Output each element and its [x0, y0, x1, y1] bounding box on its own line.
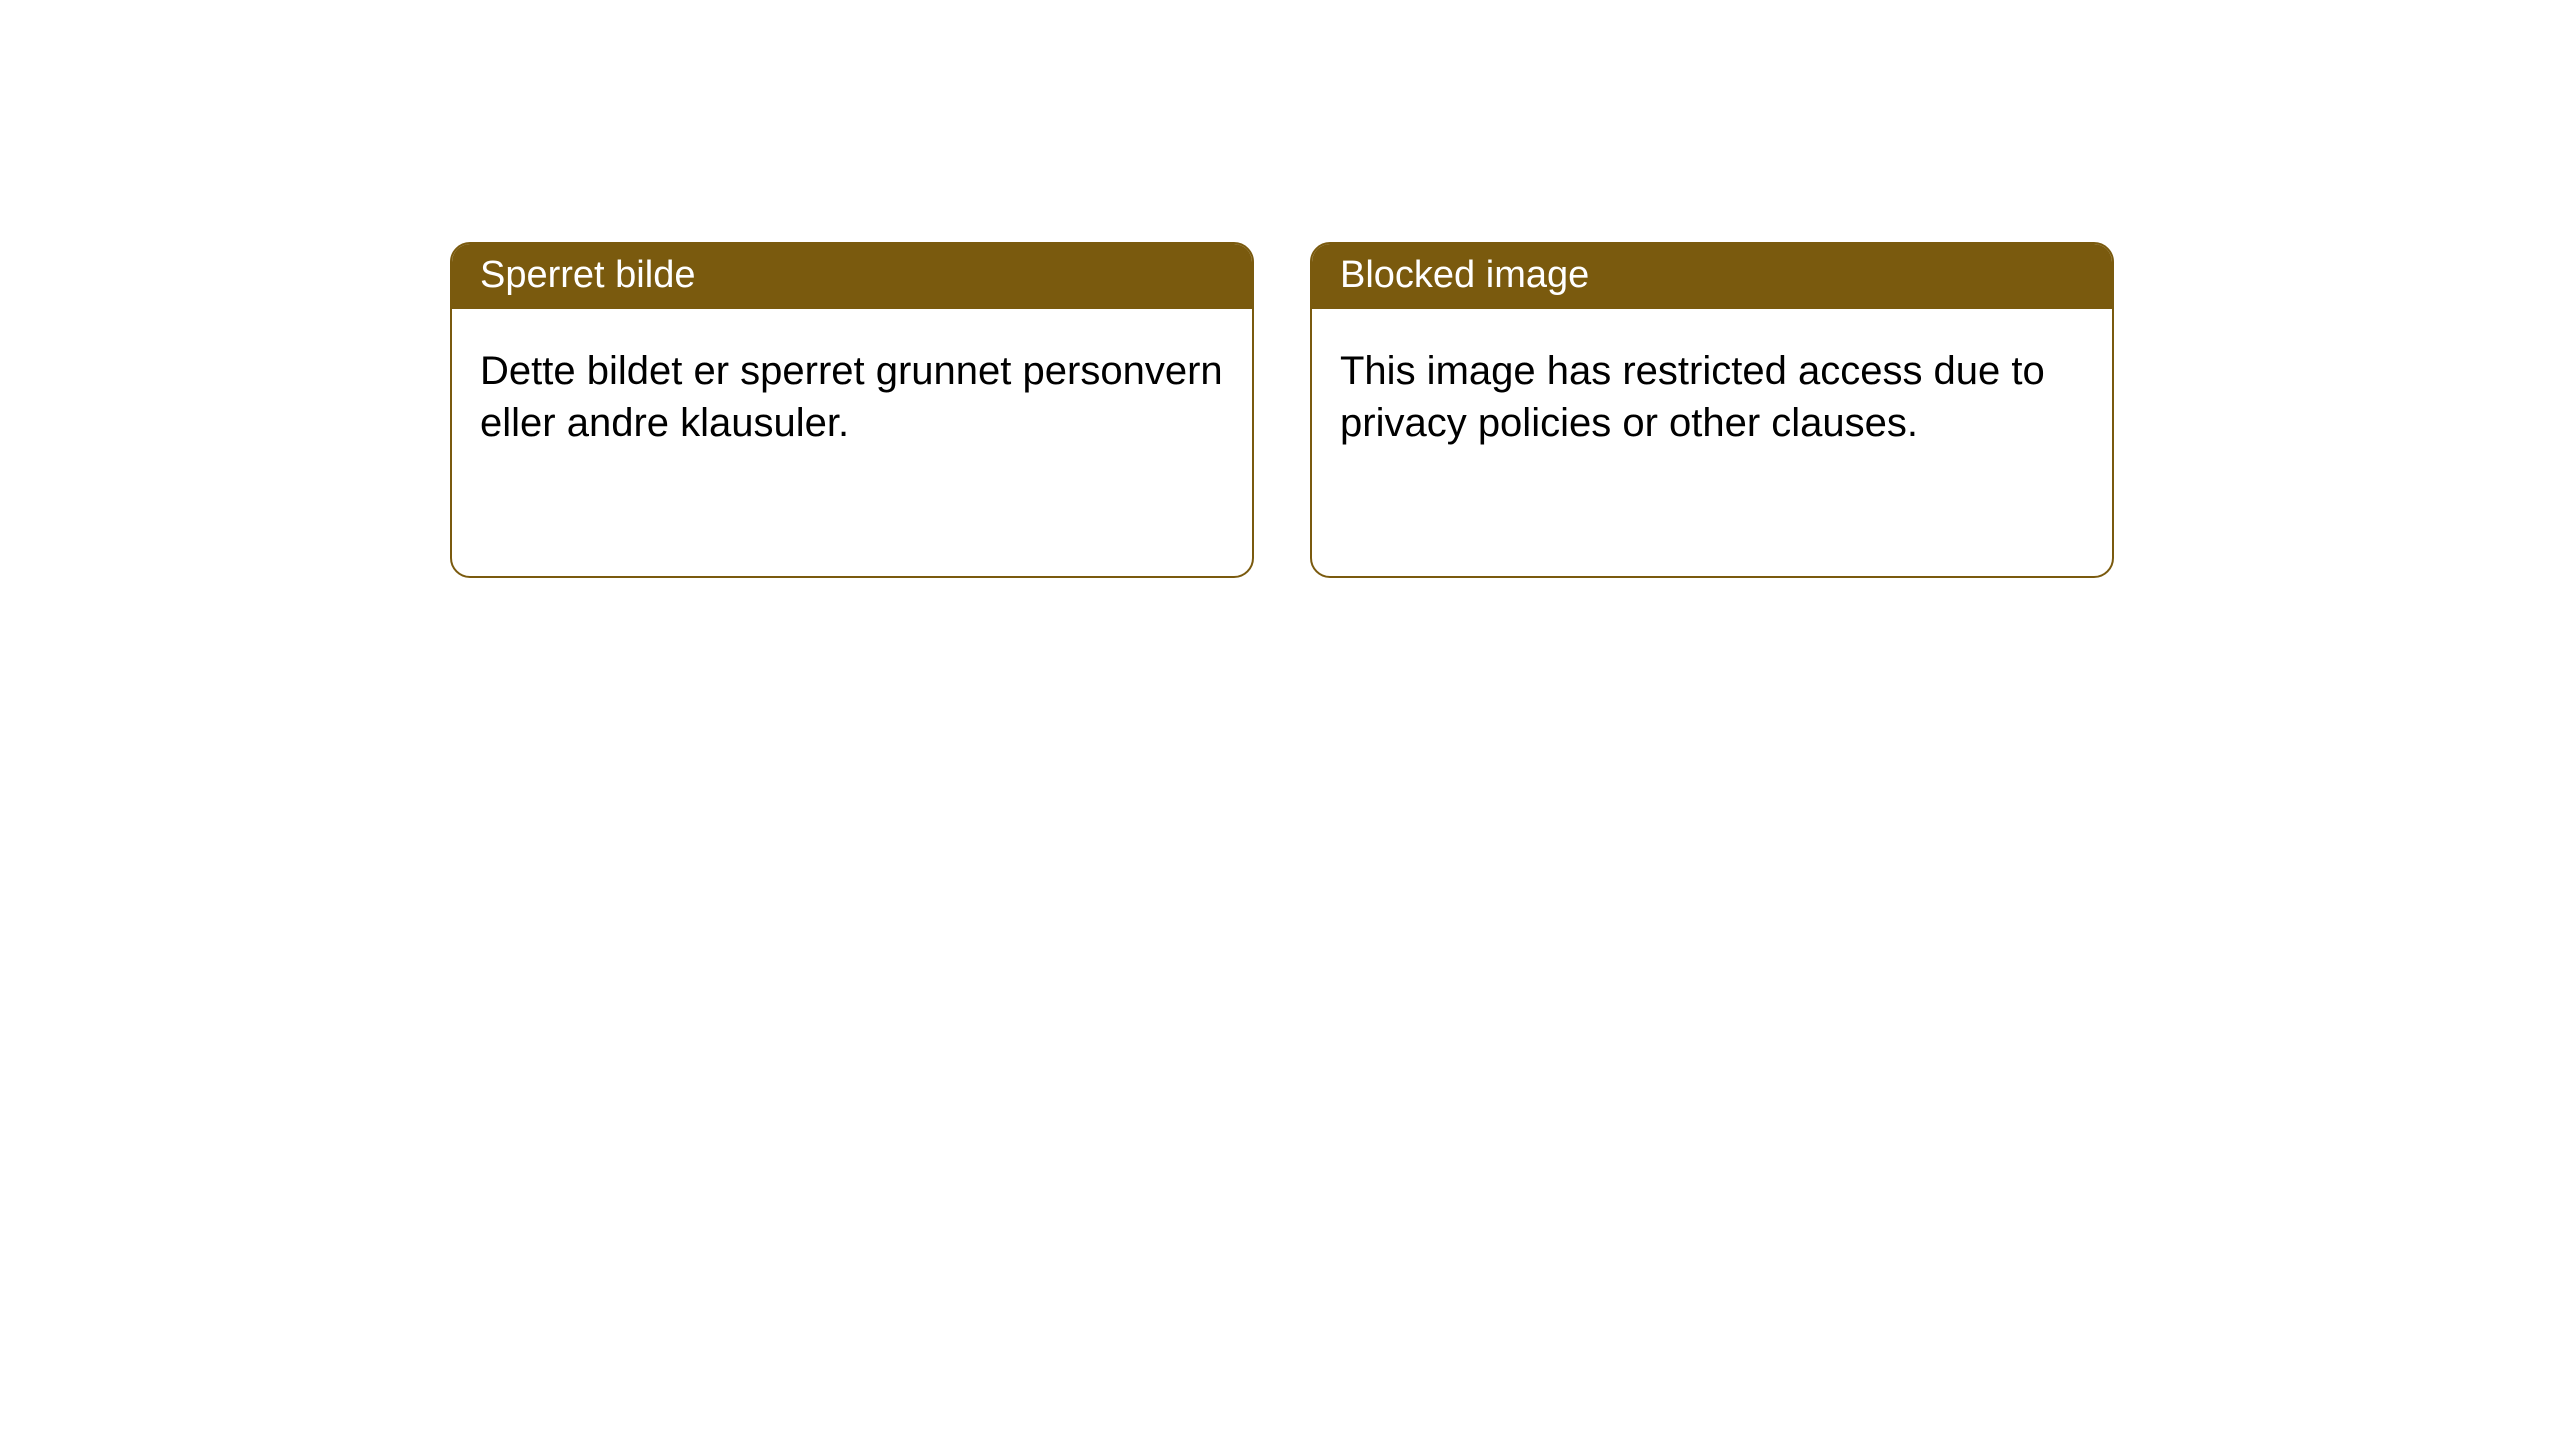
card-title: Blocked image [1340, 254, 1589, 296]
card-header: Sperret bilde [452, 244, 1252, 309]
card-body: This image has restricted access due to … [1312, 309, 2112, 485]
card-title: Sperret bilde [480, 254, 695, 296]
card-body-text: Dette bildet er sperret grunnet personve… [480, 349, 1223, 445]
card-body: Dette bildet er sperret grunnet personve… [452, 309, 1252, 485]
blocked-image-cards: Sperret bilde Dette bildet er sperret gr… [450, 242, 2560, 578]
card-header: Blocked image [1312, 244, 2112, 309]
blocked-image-card-norwegian: Sperret bilde Dette bildet er sperret gr… [450, 242, 1254, 578]
blocked-image-card-english: Blocked image This image has restricted … [1310, 242, 2114, 578]
card-body-text: This image has restricted access due to … [1340, 349, 2045, 445]
